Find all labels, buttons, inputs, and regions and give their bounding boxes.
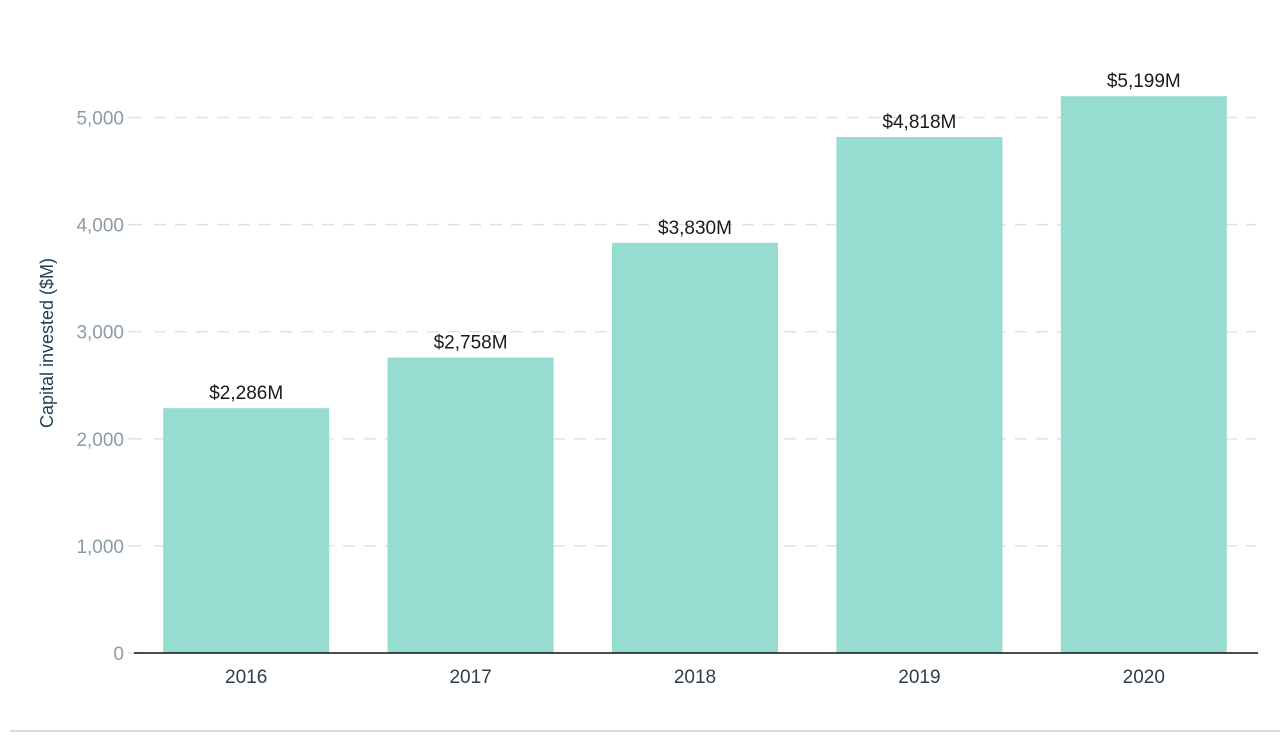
y-tick-label: 0 — [113, 644, 124, 665]
y-tick-label: 1,000 — [76, 537, 124, 558]
y-tick-label: 2,000 — [76, 430, 124, 451]
bar-2018 — [611, 242, 779, 654]
y-tick-label: 5,000 — [76, 109, 124, 130]
bar-2020 — [1060, 96, 1227, 653]
bar-data-label: $4,818M — [882, 112, 956, 133]
bar-data-label: $5,199M — [1107, 71, 1181, 92]
bar-2019 — [836, 137, 1003, 653]
y-axis-label: Capital invested ($M) — [37, 258, 57, 428]
bar-2017 — [387, 357, 554, 653]
bar-data-label: $2,286M — [209, 383, 283, 404]
x-tick-label: 2020 — [1123, 667, 1165, 688]
axes: 0 1,000 2,000 3,000 4,000 5,000 2016 2017 2018 20… — [76, 109, 1258, 688]
bar-2016 — [163, 408, 330, 653]
y-tick-label: 3,000 — [76, 323, 124, 344]
bar-data-labels: $2,286M $2,758M $3,830M $4,818M $5,199M — [209, 71, 1181, 404]
bar-data-label: $2,758M — [434, 333, 508, 354]
y-tick-label: 4,000 — [76, 216, 124, 237]
x-tick-label: 2017 — [449, 667, 491, 688]
x-tick-label: 2018 — [674, 667, 716, 688]
bars — [163, 96, 1227, 654]
x-tick-label: 2019 — [898, 667, 940, 688]
bar-data-label: $3,830M — [658, 218, 732, 239]
x-tick-label: 2016 — [225, 667, 267, 688]
